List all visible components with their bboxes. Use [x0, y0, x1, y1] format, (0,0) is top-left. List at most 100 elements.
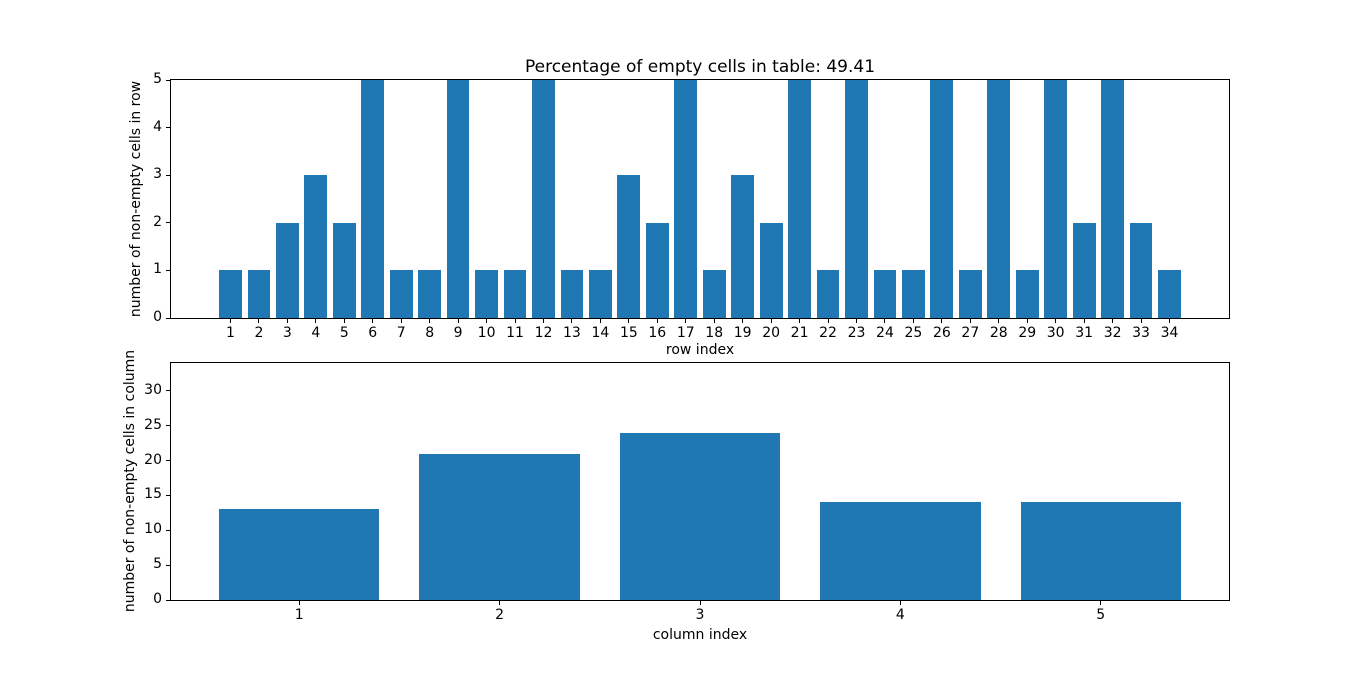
x-tick-label: 32	[1103, 325, 1122, 341]
y-tick-label: 1	[153, 261, 162, 278]
bar-x30	[1044, 80, 1068, 318]
x-tick	[258, 319, 260, 323]
x-tick	[429, 319, 431, 323]
bar-x3	[276, 222, 299, 318]
x-tick-label: 16	[648, 325, 667, 341]
bar-x11	[503, 270, 527, 318]
y-tick	[166, 529, 170, 531]
x-tick	[1026, 319, 1028, 323]
bar-x1	[219, 270, 242, 318]
bar-x13	[560, 270, 584, 318]
x-tick	[1112, 319, 1114, 323]
rows-x-axis-label: row index	[665, 342, 735, 358]
y-tick	[166, 79, 170, 81]
y-tick-label: 5	[153, 556, 162, 573]
bar-x12	[532, 80, 555, 318]
y-tick-label: 10	[144, 521, 162, 538]
bar-x18	[702, 270, 726, 318]
bar-x8	[418, 270, 442, 318]
bar-x9	[446, 80, 470, 318]
y-tick	[166, 460, 170, 462]
y-tick	[166, 390, 170, 392]
bar-x24	[873, 270, 897, 318]
x-tick	[343, 319, 345, 323]
x-tick-label: 4	[895, 607, 905, 623]
x-tick	[770, 319, 772, 323]
bar-x27	[958, 270, 982, 318]
bar-x25	[902, 270, 925, 318]
bar-x26	[930, 80, 954, 318]
bar-x5	[332, 222, 356, 318]
y-tick-label: 5	[153, 71, 162, 87]
x-tick-label: 31	[1075, 325, 1094, 341]
bar-x7	[389, 270, 413, 318]
x-tick	[599, 319, 601, 323]
x-tick	[969, 319, 971, 323]
x-tick	[799, 319, 801, 323]
y-tick	[166, 425, 170, 427]
x-tick	[628, 319, 630, 323]
x-tick	[372, 319, 374, 323]
x-tick	[713, 319, 715, 323]
y-tick-label: 0	[153, 591, 162, 607]
x-tick-label: 18	[705, 325, 724, 341]
x-tick-label: 15	[619, 325, 638, 341]
bar-x32	[1101, 80, 1124, 318]
rows-plot-area: 1 2 3 4 5 6 7 8 9 10 11 12 13 14 15 16 17 18 19 20 21 22 23 24 2…	[153, 71, 1230, 341]
x-tick-label: 21	[790, 325, 809, 341]
y-tick	[166, 269, 170, 271]
x-tick-label: 5	[1096, 607, 1106, 623]
y-tick	[166, 564, 170, 566]
x-tick-label: 28	[989, 325, 1008, 341]
bar-x31	[1072, 222, 1096, 318]
bar-x23	[845, 80, 868, 318]
x-tick-label: 34	[1160, 325, 1179, 341]
x-tick-label: 30	[1046, 325, 1065, 341]
bar-x4	[304, 175, 328, 318]
x-tick	[542, 319, 544, 323]
x-tick	[699, 601, 701, 605]
x-tick-label: 12	[534, 325, 553, 341]
x-tick-label: 27	[961, 325, 980, 341]
bar-x2	[419, 453, 580, 600]
x-tick-label: 23	[847, 325, 866, 341]
y-tick-label: 15	[144, 486, 162, 503]
y-tick	[166, 317, 170, 319]
x-tick-label: 19	[733, 325, 752, 341]
bar-x15	[617, 175, 641, 318]
x-tick	[899, 601, 901, 605]
x-tick	[286, 319, 288, 323]
x-tick	[1055, 319, 1057, 323]
x-tick	[457, 319, 459, 323]
x-tick-label: 3	[282, 325, 292, 341]
bar-x28	[987, 80, 1011, 318]
x-tick-label: 29	[1018, 325, 1037, 341]
x-tick-label: 25	[904, 325, 923, 341]
x-tick	[656, 319, 658, 323]
x-tick-label: 26	[932, 325, 951, 341]
x-tick-label: 10	[477, 325, 496, 341]
columns-x-axis-label: column index	[652, 627, 748, 643]
bar-x10	[475, 270, 498, 318]
x-tick	[912, 319, 914, 323]
x-tick-label: 1	[294, 607, 304, 623]
bar-x33	[1129, 222, 1153, 318]
y-tick	[166, 599, 170, 601]
x-tick	[941, 319, 943, 323]
x-tick-label: 13	[563, 325, 581, 341]
y-tick-label: 4	[153, 118, 162, 135]
bar-x29	[1015, 270, 1039, 318]
x-tick	[998, 319, 1000, 323]
x-tick-label: 20	[762, 325, 781, 341]
bar-x4	[820, 502, 981, 600]
bar-x5	[1020, 502, 1181, 600]
bar-x3	[619, 432, 781, 600]
bar-x16	[645, 222, 669, 318]
bar-x14	[589, 270, 612, 318]
bar-x1	[219, 509, 380, 600]
x-tick	[514, 319, 516, 323]
bar-x21	[788, 80, 811, 318]
chart-title: Percentage of empty cells in table: 49.4…	[524, 57, 876, 77]
